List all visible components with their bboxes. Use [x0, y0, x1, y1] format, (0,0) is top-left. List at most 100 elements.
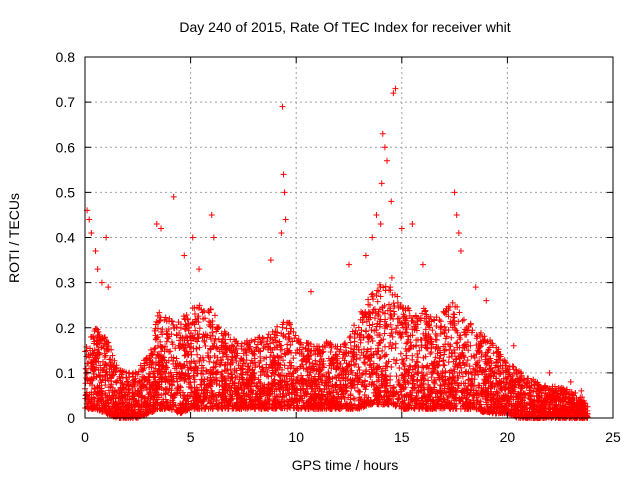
data-point	[211, 352, 218, 359]
data-point	[206, 309, 213, 316]
data-point	[373, 292, 380, 299]
data-point	[423, 398, 430, 405]
data-point	[353, 372, 360, 379]
grid-lines	[85, 57, 613, 418]
data-point	[207, 306, 214, 313]
data-point	[450, 366, 457, 373]
data-point	[392, 340, 399, 347]
data-points	[82, 85, 591, 421]
data-point	[409, 356, 416, 363]
data-point	[442, 346, 449, 353]
data-point	[478, 353, 485, 360]
data-point	[344, 376, 351, 383]
data-point	[196, 344, 203, 351]
data-point	[242, 347, 249, 354]
data-point	[181, 362, 188, 369]
data-point	[325, 370, 332, 377]
data-point	[164, 346, 171, 353]
data-point	[108, 381, 115, 388]
data-point	[377, 293, 384, 300]
data-point	[235, 362, 242, 369]
data-point	[422, 307, 429, 314]
data-point	[378, 368, 385, 375]
data-point	[95, 392, 102, 399]
data-point	[183, 311, 190, 318]
data-point	[96, 340, 103, 347]
data-point	[393, 357, 400, 364]
data-point	[403, 355, 410, 362]
data-point	[381, 330, 388, 337]
data-point	[157, 314, 164, 321]
data-point	[365, 338, 372, 345]
data-point	[210, 398, 217, 405]
data-point	[188, 340, 195, 347]
data-point	[256, 334, 263, 341]
data-point	[98, 379, 105, 386]
data-point	[350, 395, 357, 402]
data-point	[437, 352, 444, 359]
data-point	[465, 383, 472, 390]
data-point	[192, 311, 199, 318]
data-point	[397, 350, 404, 357]
data-point	[347, 345, 354, 352]
data-point	[403, 329, 410, 336]
data-point	[403, 352, 410, 359]
data-point	[367, 345, 374, 352]
data-point	[396, 382, 403, 389]
data-point	[381, 352, 388, 359]
data-point	[459, 373, 466, 380]
data-point	[374, 332, 381, 339]
data-point	[414, 370, 421, 377]
data-point	[207, 399, 214, 406]
data-point	[218, 339, 225, 346]
data-point	[452, 326, 459, 333]
data-point	[290, 355, 297, 362]
data-point	[340, 375, 347, 382]
data-point	[123, 374, 130, 381]
data-point	[454, 339, 461, 346]
data-point	[396, 364, 403, 371]
data-point	[366, 371, 373, 378]
data-point	[418, 369, 425, 376]
data-point	[414, 354, 421, 361]
data-point	[456, 309, 463, 316]
data-point	[248, 357, 255, 364]
data-point	[193, 345, 200, 352]
data-point	[112, 378, 119, 385]
data-point	[192, 327, 199, 334]
data-point	[441, 362, 448, 369]
data-point	[387, 382, 394, 389]
data-point	[156, 309, 163, 316]
data-point	[216, 382, 223, 389]
data-point	[448, 334, 455, 341]
data-point	[196, 302, 203, 309]
data-point	[82, 365, 89, 372]
data-point	[370, 360, 377, 367]
data-point	[347, 339, 354, 346]
data-point	[194, 338, 201, 345]
data-point	[346, 334, 353, 341]
data-point	[490, 350, 497, 357]
data-point	[285, 336, 292, 343]
data-point	[280, 357, 287, 364]
data-point	[459, 317, 466, 324]
chart-title: Day 240 of 2015, Rate Of TEC Index for r…	[179, 19, 510, 35]
data-point	[274, 365, 281, 372]
data-point	[352, 372, 359, 379]
data-point	[445, 313, 452, 320]
data-point	[422, 326, 429, 333]
data-point	[428, 344, 435, 351]
data-point	[126, 369, 133, 376]
data-point	[265, 373, 272, 380]
data-point	[361, 391, 368, 398]
data-point	[390, 356, 397, 363]
data-point	[509, 373, 516, 380]
data-point	[460, 316, 467, 323]
data-point	[181, 376, 188, 383]
data-point	[99, 391, 106, 398]
data-point	[281, 362, 288, 369]
data-point	[425, 377, 432, 384]
data-point	[352, 360, 359, 367]
data-point	[167, 348, 174, 355]
